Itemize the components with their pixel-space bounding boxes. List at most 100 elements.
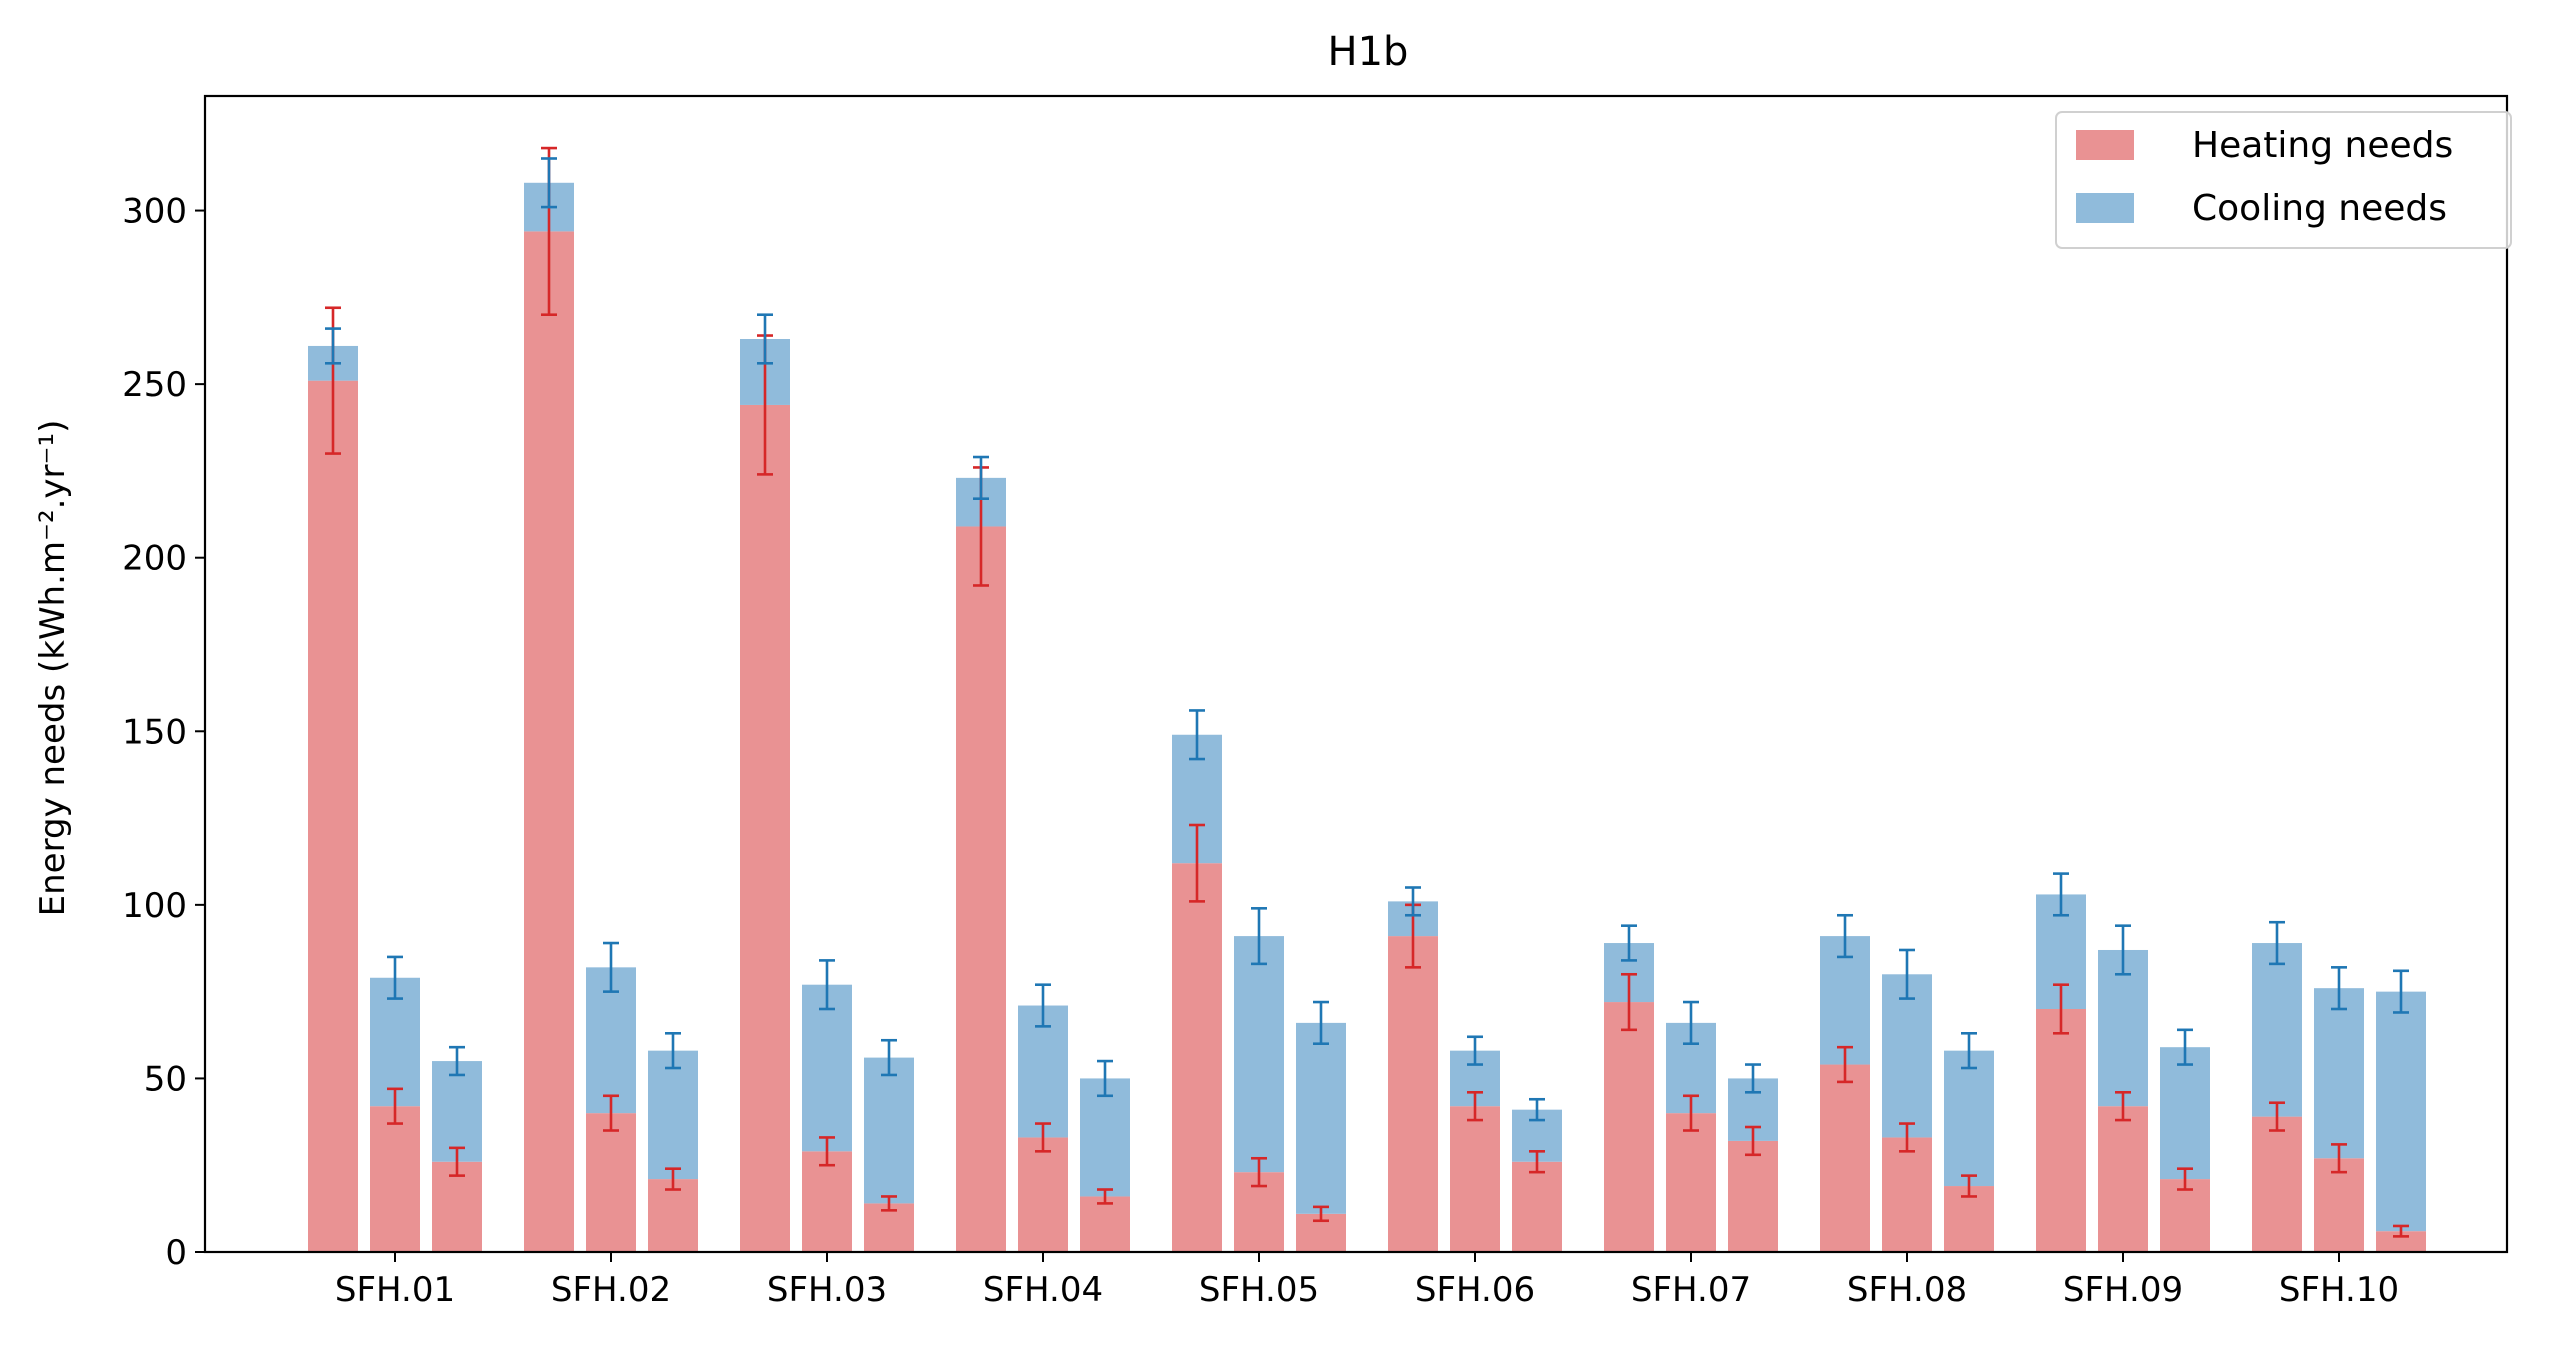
bar-heating-SFH.09-3 bbox=[2160, 1179, 2210, 1252]
error-bar-heating-SFH.10-2 bbox=[2331, 1143, 2347, 1174]
error-bar-cooling-SFH.04-3 bbox=[1097, 1059, 1113, 1098]
bar-heating-SFH.05-1 bbox=[1172, 863, 1222, 1252]
error-bar-heating-SFH.04-2 bbox=[1035, 1122, 1051, 1153]
error-bar-cooling-SFH.03-3 bbox=[881, 1038, 897, 1077]
error-bar-heating-SFH.03-2 bbox=[819, 1136, 835, 1167]
bar-heating-SFH.10-1 bbox=[2252, 1116, 2302, 1252]
error-bar-heating-SFH.10-3 bbox=[2393, 1224, 2409, 1238]
error-bar-heating-SFH.08-3 bbox=[1961, 1174, 1977, 1198]
error-bar-heating-SFH.06-2 bbox=[1467, 1091, 1483, 1122]
error-bar-cooling-SFH.01-3 bbox=[449, 1045, 465, 1077]
error-bar-heating-SFH.08-1 bbox=[1837, 1045, 1853, 1084]
bar-heating-SFH.06-1 bbox=[1388, 936, 1438, 1252]
bar-heating-SFH.02-2 bbox=[586, 1113, 636, 1252]
error-bar-cooling-SFH.08-1 bbox=[1837, 913, 1853, 959]
y-tick-label-300: 300 bbox=[122, 192, 187, 232]
bar-cooling-SFH.09-3 bbox=[2160, 1047, 2210, 1180]
y-tick-label-0: 0 bbox=[165, 1233, 187, 1273]
y-axis: 0 50 100 150 200 250 300 bbox=[122, 192, 205, 1273]
x-tick-label-SFH.09: SFH.09 bbox=[2063, 1270, 2183, 1310]
x-axis: SFH.01 SFH.02 SFH.03 SFH.04 SFH.05 SFH.06 SFH.… bbox=[335, 1252, 2399, 1310]
error-bar-heating-SFH.07-1 bbox=[1621, 972, 1637, 1032]
bar-heating-SFH.02-3 bbox=[648, 1179, 698, 1252]
error-bar-heating-SFH.09-1 bbox=[2053, 983, 2069, 1035]
error-bar-heating-SFH.02-2 bbox=[603, 1094, 619, 1132]
error-bar-cooling-SFH.04-2 bbox=[1035, 983, 1051, 1028]
bar-cooling-SFH.03-3 bbox=[864, 1057, 914, 1204]
legend-swatch-heating bbox=[2076, 130, 2134, 160]
bar-heating-SFH.08-2 bbox=[1882, 1137, 1932, 1252]
error-bar-cooling-SFH.01-2 bbox=[387, 955, 403, 1000]
error-bar-heating-SFH.07-2 bbox=[1683, 1094, 1699, 1132]
bar-cooling-SFH.09-2 bbox=[2098, 949, 2148, 1107]
bar-heating-SFH.09-1 bbox=[2036, 1008, 2086, 1252]
error-bar-cooling-SFH.10-2 bbox=[2331, 966, 2347, 1011]
error-bar-cooling-SFH.10-1 bbox=[2269, 920, 2285, 966]
bar-cooling-SFH.10-2 bbox=[2314, 988, 2364, 1159]
y-axis-title: Energy needs (kWh.m⁻².yr⁻¹) bbox=[33, 420, 73, 917]
error-bar-heating-SFH.09-2 bbox=[2115, 1091, 2131, 1122]
error-bar-cooling-SFH.07-1 bbox=[1621, 924, 1637, 962]
x-tick-label-SFH.08: SFH.08 bbox=[1847, 1270, 1967, 1310]
bar-cooling-SFH.01-3 bbox=[432, 1061, 482, 1162]
bar-heating-SFH.04-2 bbox=[1018, 1137, 1068, 1252]
error-bar-cooling-SFH.06-1 bbox=[1405, 886, 1421, 917]
error-bar-cooling-SFH.05-2 bbox=[1251, 907, 1267, 966]
error-bar-cooling-SFH.05-3 bbox=[1313, 1000, 1329, 1046]
error-bar-heating-SFH.04-3 bbox=[1097, 1188, 1113, 1205]
y-tick-label-50: 50 bbox=[144, 1059, 187, 1099]
x-tick-label-SFH.07: SFH.07 bbox=[1631, 1270, 1751, 1310]
error-bar-cooling-SFH.07-2 bbox=[1683, 1000, 1699, 1046]
error-bar-cooling-SFH.09-1 bbox=[2053, 872, 2069, 917]
legend-box bbox=[2055, 111, 2512, 249]
bar-cooling-SFH.05-2 bbox=[1234, 936, 1284, 1173]
y-tick-label-150: 150 bbox=[122, 712, 187, 752]
error-bar-heating-SFH.05-1 bbox=[1189, 823, 1205, 903]
error-bar-cooling-SFH.06-2 bbox=[1467, 1035, 1483, 1066]
error-bar-cooling-SFH.06-3 bbox=[1529, 1097, 1545, 1122]
bar-cooling-SFH.03-2 bbox=[802, 984, 852, 1152]
x-tick-label-SFH.05: SFH.05 bbox=[1199, 1270, 1319, 1310]
bar-cooling-SFH.08-3 bbox=[1944, 1050, 1994, 1187]
bar-cooling-SFH.10-1 bbox=[2252, 943, 2302, 1117]
error-bar-cooling-SFH.10-3 bbox=[2393, 969, 2409, 1014]
bar-heating-SFH.10-3 bbox=[2376, 1231, 2426, 1252]
bar-heating-SFH.08-1 bbox=[1820, 1064, 1870, 1252]
error-bar-heating-SFH.01-3 bbox=[449, 1146, 465, 1177]
bar-heating-SFH.01-1 bbox=[308, 380, 358, 1253]
y-tick-label-100: 100 bbox=[122, 886, 187, 926]
error-bar-heating-SFH.05-3 bbox=[1313, 1205, 1329, 1223]
error-bar-heating-SFH.07-3 bbox=[1745, 1125, 1761, 1157]
error-bar-cooling-SFH.02-3 bbox=[665, 1031, 681, 1070]
error-bar-cooling-SFH.02-1 bbox=[541, 157, 557, 209]
error-bar-heating-SFH.01-2 bbox=[387, 1087, 403, 1125]
y-tick-label-200: 200 bbox=[122, 539, 187, 579]
error-bars-group bbox=[325, 146, 2409, 1238]
bar-heating-SFH.09-2 bbox=[2098, 1106, 2148, 1252]
y-tick-label-250: 250 bbox=[122, 365, 187, 405]
error-bar-heating-SFH.06-3 bbox=[1529, 1150, 1545, 1174]
bar-heating-SFH.07-1 bbox=[1604, 1002, 1654, 1252]
error-bar-cooling-SFH.07-3 bbox=[1745, 1063, 1761, 1094]
bar-heating-SFH.02-1 bbox=[524, 231, 574, 1252]
error-bar-cooling-SFH.04-1 bbox=[973, 455, 989, 500]
bars-group bbox=[308, 182, 2426, 1253]
legend-label-cooling: Cooling needs bbox=[2192, 188, 2447, 229]
error-bar-cooling-SFH.08-2 bbox=[1899, 948, 1915, 1000]
x-tick-label-SFH.03: SFH.03 bbox=[767, 1270, 887, 1310]
x-tick-label-SFH.01: SFH.01 bbox=[335, 1270, 455, 1310]
bar-cooling-SFH.05-3 bbox=[1296, 1022, 1346, 1214]
error-bar-heating-SFH.02-3 bbox=[665, 1167, 681, 1191]
bar-heating-SFH.10-2 bbox=[2314, 1158, 2364, 1252]
error-bar-heating-SFH.10-1 bbox=[2269, 1101, 2285, 1132]
plot-frame bbox=[203, 94, 2509, 1254]
bar-cooling-SFH.04-3 bbox=[1080, 1078, 1130, 1197]
bar-heating-SFH.07-2 bbox=[1666, 1113, 1716, 1252]
chart-title: H1b bbox=[1328, 29, 1409, 75]
legend-swatch-cooling bbox=[2076, 193, 2134, 223]
bar-heating-SFH.04-3 bbox=[1080, 1196, 1130, 1252]
x-tick-label-SFH.04: SFH.04 bbox=[983, 1270, 1103, 1310]
error-bar-cooling-SFH.08-3 bbox=[1961, 1031, 1977, 1070]
bar-heating-SFH.07-3 bbox=[1728, 1140, 1778, 1252]
